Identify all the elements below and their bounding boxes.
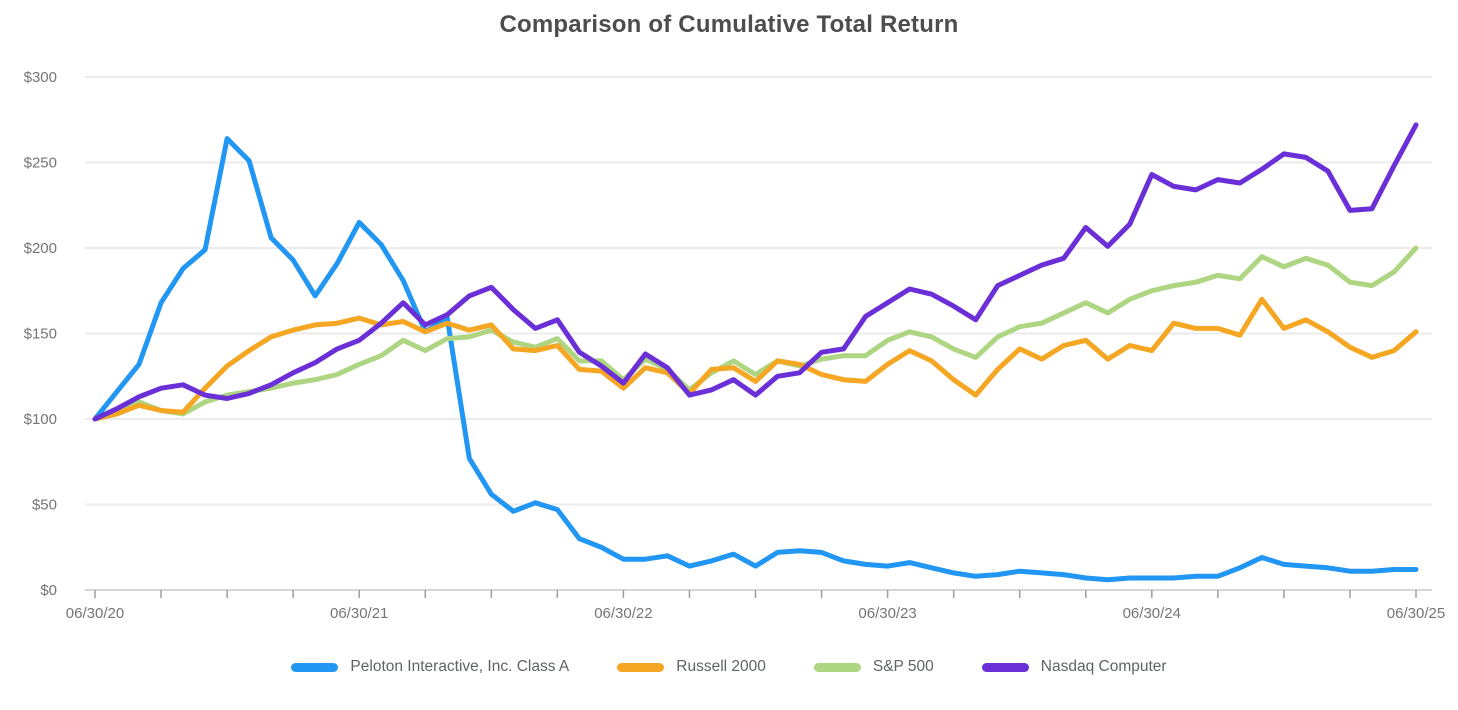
x-tick-label: 06/30/20 xyxy=(66,605,124,622)
legend-label: Nasdaq Computer xyxy=(1040,658,1167,675)
y-tick-label: $200 xyxy=(24,240,57,257)
series-line-1 xyxy=(92,296,1419,422)
x-tick-label: 06/30/23 xyxy=(858,605,916,622)
y-tick-label: $250 xyxy=(24,155,57,172)
y-tick-label: $50 xyxy=(32,497,57,514)
legend-label: Peloton Interactive, Inc. Class A xyxy=(350,658,570,675)
x-tick-label: 06/30/22 xyxy=(594,605,652,622)
chart-legend: Peloton Interactive, Inc. Class A Russell… xyxy=(0,658,1458,676)
series-line-0 xyxy=(92,136,1419,583)
legend-swatch-icon xyxy=(291,662,339,672)
x-tick-label: 06/30/21 xyxy=(330,605,388,622)
y-tick-label: $100 xyxy=(24,411,57,428)
x-tick-label: 06/30/25 xyxy=(1387,605,1445,622)
series-line-3 xyxy=(92,122,1419,422)
legend-swatch-icon xyxy=(813,662,861,672)
chart-title: Comparison of Cumulative Total Return xyxy=(499,11,959,38)
series-line-2 xyxy=(92,245,1419,422)
legend-item-3: Nasdaq Computer xyxy=(981,658,1167,676)
legend-item-0: Peloton Interactive, Inc. Class A xyxy=(291,658,569,676)
x-tick-label: 06/30/24 xyxy=(1123,605,1181,622)
chart-svg: $0 $50 $100 $150 $200 $250 $300 06/30/20 06/30/2… xyxy=(24,69,1446,622)
y-tick-label: $150 xyxy=(24,326,57,343)
y-tick-label: $300 xyxy=(24,69,57,86)
legend-item-2: S&P 500 xyxy=(813,658,934,676)
legend-label: S&P 500 xyxy=(872,658,934,675)
legend-swatch-icon xyxy=(981,662,1029,672)
legend-label: Russell 2000 xyxy=(676,658,766,675)
legend-item-1: Russell 2000 xyxy=(617,658,766,676)
y-tick-label: $0 xyxy=(40,582,57,599)
legend-swatch-icon xyxy=(617,662,665,672)
